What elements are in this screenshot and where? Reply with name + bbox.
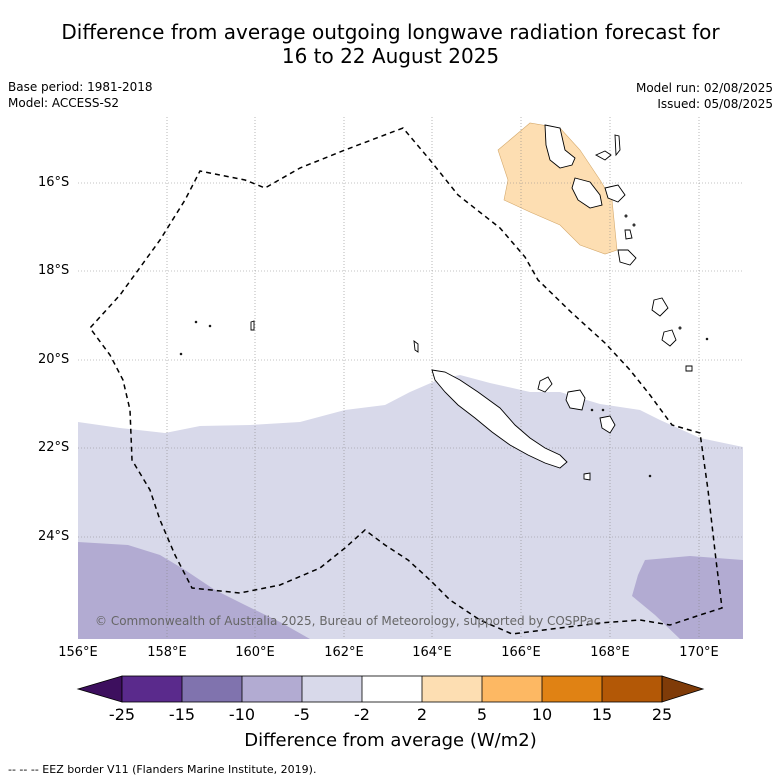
lat-label-16s: 16°S — [38, 175, 70, 190]
base-period-text: Base period: 1981-2018 — [8, 80, 153, 94]
islet-9 — [624, 214, 628, 218]
island-small-1 — [583, 472, 591, 481]
anomaly-region-light-negative — [78, 375, 743, 639]
lon-label-170e: 170°E — [679, 645, 719, 660]
lat-label-24s: 24°S — [38, 529, 70, 544]
islet-3 — [179, 352, 183, 356]
island-loyalty-1 — [537, 376, 553, 393]
island-belep — [413, 340, 419, 353]
colorbar-label: 15 — [591, 705, 613, 724]
colorbar-label: -5 — [294, 705, 310, 724]
colorbar-label: 2 — [416, 705, 428, 724]
anomaly-region-light-positive — [497, 122, 618, 255]
island-aneityum — [651, 297, 669, 317]
colorbar-bin-9 — [602, 676, 662, 702]
island-espiritu-santo — [544, 124, 576, 169]
colorbar-label: -2 — [354, 705, 370, 724]
copyright-notice: © Commonwealth of Australia 2025, Bureau… — [95, 614, 601, 628]
lat-label-18s: 18°S — [38, 263, 70, 278]
island-efate — [604, 184, 626, 203]
anomaly-region-moderate-negative-west — [78, 542, 310, 639]
lat-label-20s: 20°S — [38, 352, 70, 367]
islet-7 — [590, 408, 594, 412]
island-malakula — [571, 177, 603, 209]
gridlines — [78, 117, 743, 639]
island-loyalty-3 — [599, 415, 616, 434]
issued-text: Issued: 05/08/2025 — [657, 97, 773, 111]
lon-label-164e: 164°E — [412, 645, 452, 660]
colorbar-title: Difference from average (W/m2) — [244, 730, 537, 751]
anomaly-region-moderate-negative-east — [632, 556, 743, 639]
lon-label-156e: 156°E — [58, 645, 98, 660]
colorbar-bin-6 — [422, 676, 482, 702]
colorbar-bin-1 — [122, 676, 182, 702]
colorbar-label: -25 — [108, 705, 136, 724]
colorbar-label: 10 — [531, 705, 553, 724]
lat-label-22s: 22°S — [38, 440, 70, 455]
colorbar — [76, 675, 705, 703]
colorbar-bin-7 — [482, 676, 542, 702]
model-run-text: Model run: 02/08/2025 — [635, 81, 773, 95]
colorbar-bin-5 — [362, 676, 422, 702]
colorbar-label: 25 — [651, 705, 673, 724]
eez-footnote: -- -- -- EEZ border V11 (Flanders Marine… — [8, 763, 317, 776]
colorbar-extend-low — [76, 675, 123, 703]
islet-4 — [678, 326, 682, 330]
colorbar-bin-4 — [302, 676, 362, 702]
islet-8 — [601, 408, 605, 412]
model-text: Model: ACCESS-S2 — [8, 96, 120, 110]
island-new-caledonia — [431, 369, 568, 469]
colorbar-extend-high — [661, 675, 705, 703]
island-chesterfield — [250, 320, 255, 331]
island-matthew — [661, 329, 677, 347]
eez-border — [89, 127, 723, 635]
colorbar-bin-2 — [182, 676, 242, 702]
map-area — [78, 117, 743, 639]
island-erromango — [617, 249, 637, 266]
island-vanuatu-north-2 — [614, 134, 621, 157]
colorbar-label: -15 — [168, 705, 196, 724]
island-loyalty-2 — [565, 389, 586, 411]
lon-label-162e: 162°E — [324, 645, 364, 660]
islet-2 — [208, 324, 212, 328]
islet-5 — [705, 337, 709, 341]
coastlines — [179, 124, 709, 481]
lon-label-158e: 158°E — [147, 645, 187, 660]
map-title-line1: Difference from average outgoing longwav… — [61, 20, 720, 44]
colorbar-bin-8 — [542, 676, 602, 702]
island-hunter — [685, 365, 693, 372]
colorbar-bin-3 — [242, 676, 302, 702]
map-title-line2: 16 to 22 August 2025 — [281, 44, 500, 68]
lon-label-168e: 168°E — [590, 645, 630, 660]
colorbar-label: -10 — [228, 705, 256, 724]
islet-1 — [194, 320, 198, 324]
islet-10 — [632, 223, 636, 227]
lon-label-166e: 166°E — [501, 645, 541, 660]
islet-6 — [648, 474, 652, 478]
lon-label-160e: 160°E — [235, 645, 275, 660]
island-vanuatu-north-1 — [594, 150, 612, 161]
colorbar-label: 5 — [476, 705, 488, 724]
island-tanna — [624, 229, 633, 240]
